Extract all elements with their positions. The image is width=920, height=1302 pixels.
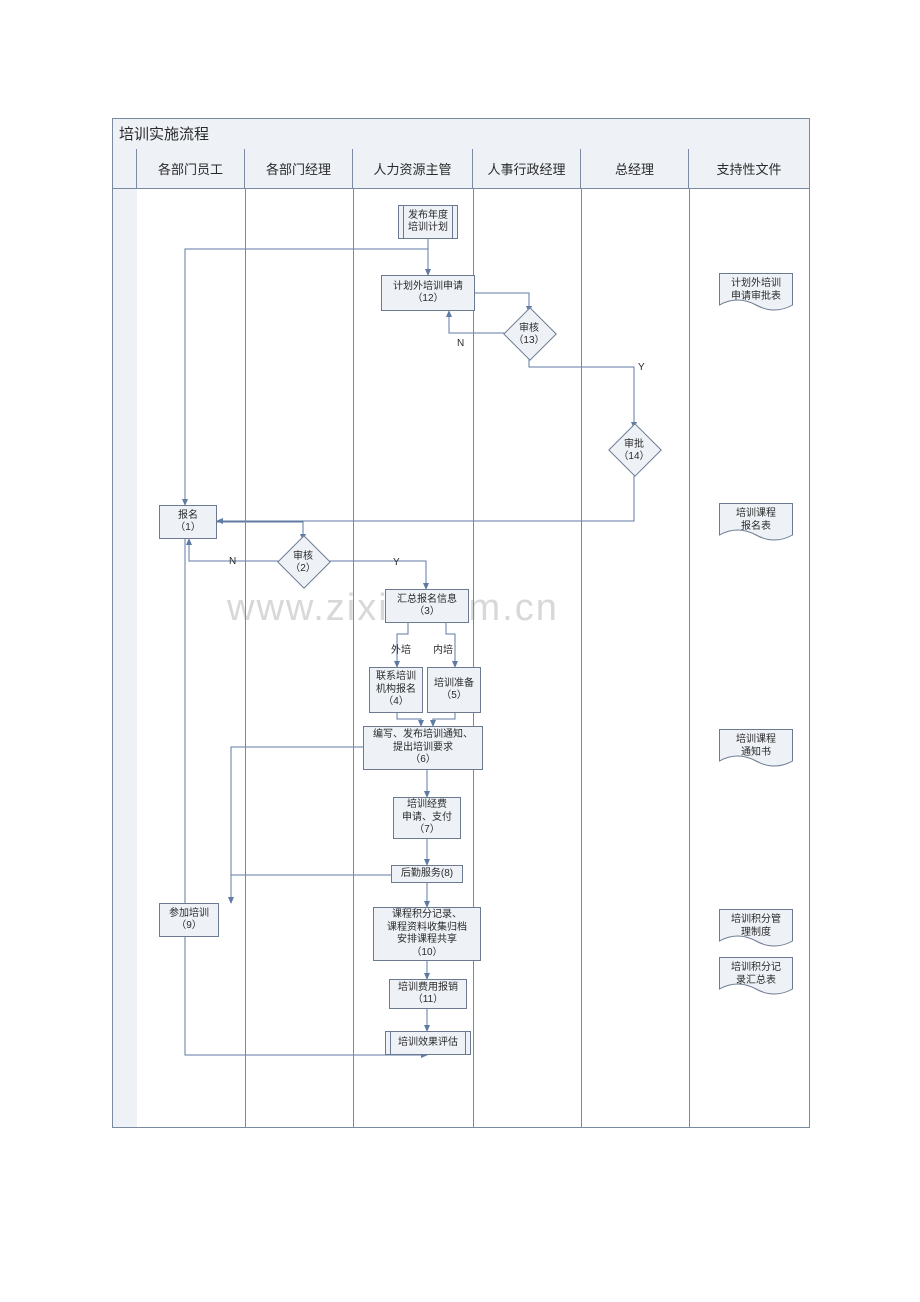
decision-n_audit2 xyxy=(277,535,331,589)
document-d3: 培训课程通知书 xyxy=(719,729,793,767)
lane-header-manager: 各部门经理 xyxy=(245,149,353,189)
process-n_att9: 参加培训（9） xyxy=(159,903,219,937)
lane-divider xyxy=(245,189,246,1127)
process-n_signup1: 报名（1） xyxy=(159,505,217,539)
lane-header-staff: 各部门员工 xyxy=(137,149,245,189)
process-n_ext4: 联系培训机构报名（4） xyxy=(369,667,423,713)
edge-label-l_int: 内培 xyxy=(433,641,453,656)
document-d2: 培训课程报名表 xyxy=(719,503,793,541)
process-n_eval: 培训效果评估 xyxy=(385,1031,471,1055)
edge-label-l_ext: 外培 xyxy=(391,641,411,656)
lanes-header-row: 各部门员工各部门经理人力资源主管人事行政经理总经理支持性文件 xyxy=(113,149,809,189)
lane-divider xyxy=(689,189,690,1127)
lane-header-docs: 支持性文件 xyxy=(689,149,809,189)
document-d5: 培训积分记录汇总表 xyxy=(719,957,793,995)
lane-header-hr_sup: 人力资源主管 xyxy=(353,149,473,189)
process-n_notice6: 编写、发布培训通知、提出培训要求（6） xyxy=(363,726,483,770)
decision-n_approve14 xyxy=(608,423,662,477)
lane-header-gutter xyxy=(113,149,137,189)
process-n_reimb11: 培训费用报销（11） xyxy=(389,979,467,1009)
edge-label-l_N2: N xyxy=(229,556,236,567)
swimlane-body: www.zixin.com.cn 发布年度培训计划计划外培训申请（12）审核（1… xyxy=(137,189,809,1127)
lane-header-hr_admin: 人事行政经理 xyxy=(473,149,581,189)
title-bar: 培训实施流程 xyxy=(113,119,809,150)
flowchart-container: 培训实施流程 各部门员工各部门经理人力资源主管人事行政经理总经理支持性文件 ww… xyxy=(112,118,810,1128)
lane-header-gm: 总经理 xyxy=(581,149,689,189)
process-n_publish: 发布年度培训计划 xyxy=(398,205,458,239)
document-d1: 计划外培训申请审批表 xyxy=(719,273,793,311)
process-n_apply12: 计划外培训申请（12） xyxy=(381,275,475,311)
document-d4: 培训积分管理制度 xyxy=(719,909,793,947)
process-n_collect3: 汇总报名信息（3） xyxy=(385,589,469,623)
decision-n_audit13 xyxy=(503,307,557,361)
edge-label-l_N13: N xyxy=(457,338,464,349)
process-n_int5: 培训准备（5） xyxy=(427,667,481,713)
lane-divider xyxy=(353,189,354,1127)
page: 培训实施流程 各部门员工各部门经理人力资源主管人事行政经理总经理支持性文件 ww… xyxy=(0,0,920,1302)
lane-divider xyxy=(581,189,582,1127)
process-n_score10: 课程积分记录、课程资料收集归档安排课程共享（10） xyxy=(373,907,481,961)
edge-label-l_Y2: Y xyxy=(393,557,400,568)
process-n_back8: 后勤服务(8) xyxy=(391,865,463,883)
lane-gutter xyxy=(113,149,138,1127)
lane-divider xyxy=(473,189,474,1127)
diagram-title: 培训实施流程 xyxy=(119,123,209,144)
process-n_fee7: 培训经费申请、支付（7） xyxy=(393,797,461,839)
edge-label-l_Y13: Y xyxy=(638,362,645,373)
